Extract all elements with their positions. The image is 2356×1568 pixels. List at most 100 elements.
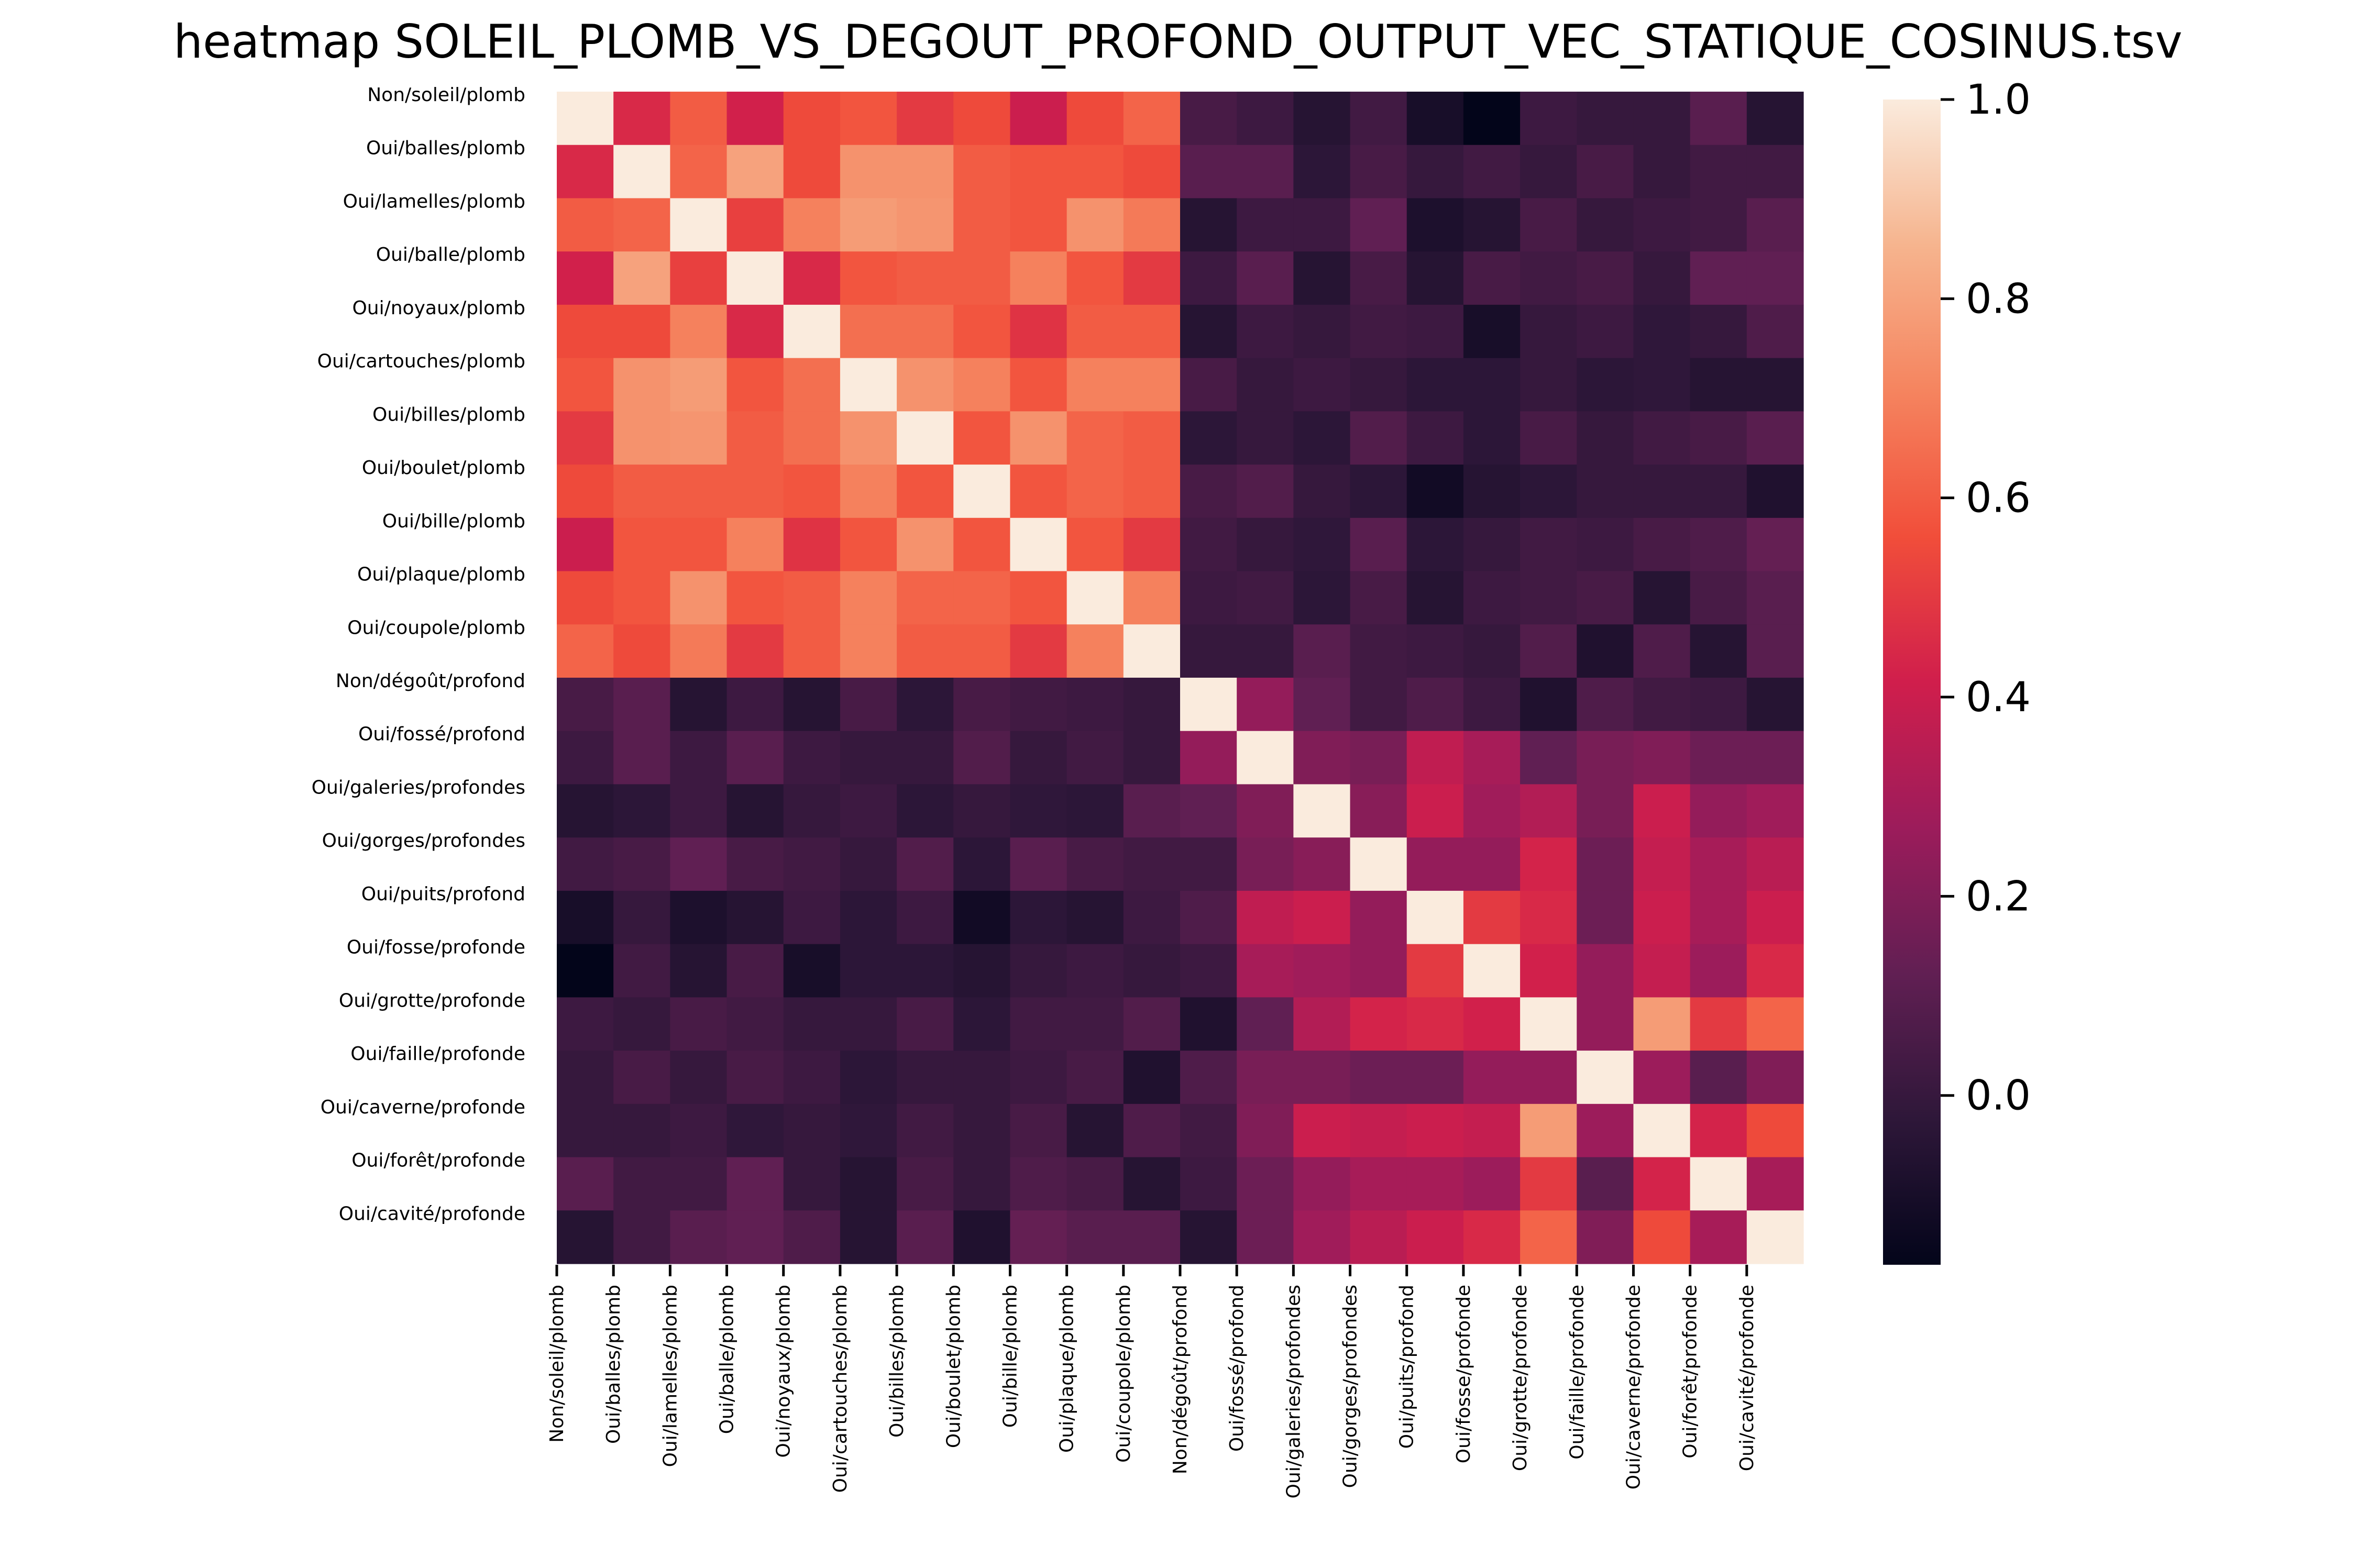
heatmap-cell bbox=[840, 145, 897, 199]
heatmap-cell bbox=[1406, 1103, 1464, 1158]
heatmap-cell bbox=[1577, 198, 1634, 252]
heatmap-cell bbox=[670, 251, 728, 305]
heatmap-cell bbox=[1633, 571, 1691, 625]
heatmap-cell bbox=[1237, 145, 1294, 199]
heatmap-cell bbox=[1520, 784, 1577, 838]
heatmap-cell bbox=[1066, 198, 1124, 252]
heatmap-cell bbox=[1066, 571, 1124, 625]
heatmap-cell bbox=[783, 145, 841, 199]
heatmap-cell bbox=[726, 517, 784, 572]
heatmap-cell bbox=[1577, 358, 1634, 412]
heatmap-cell bbox=[1123, 944, 1181, 998]
heatmap-cell bbox=[1293, 1103, 1351, 1158]
heatmap-cell bbox=[1463, 1051, 1521, 1105]
heatmap-cell bbox=[783, 1210, 841, 1264]
heatmap-cell bbox=[1066, 145, 1124, 199]
heatmap-cell bbox=[1010, 358, 1067, 412]
x-tick-label: Non/soleil/plomb bbox=[546, 1285, 568, 1443]
heatmap-cell bbox=[1350, 145, 1407, 199]
heatmap-cell bbox=[1463, 837, 1521, 891]
heatmap-cell bbox=[1690, 198, 1747, 252]
heatmap-cell bbox=[613, 571, 670, 625]
heatmap-cell bbox=[1463, 944, 1521, 998]
heatmap-cell bbox=[1180, 624, 1237, 678]
heatmap-cell bbox=[897, 944, 954, 998]
heatmap-cell bbox=[1123, 1103, 1181, 1158]
heatmap-cell bbox=[613, 997, 670, 1051]
heatmap-cell bbox=[840, 1210, 897, 1264]
heatmap-cell bbox=[1350, 1210, 1407, 1264]
x-tick-label: Oui/bille/plomb bbox=[1000, 1285, 1021, 1428]
heatmap-cell bbox=[1010, 251, 1067, 305]
heatmap-cell bbox=[1350, 731, 1407, 785]
heatmap-cell bbox=[1633, 358, 1691, 412]
heatmap-cell bbox=[783, 997, 841, 1051]
heatmap-cell bbox=[1463, 784, 1521, 838]
heatmap-cell bbox=[1350, 198, 1407, 252]
heatmap-cell bbox=[1350, 465, 1407, 518]
heatmap-cell bbox=[670, 1103, 728, 1158]
heatmap-cell bbox=[1180, 731, 1237, 785]
heatmap-cell bbox=[1066, 1157, 1124, 1211]
heatmap-cell bbox=[1350, 1103, 1407, 1158]
x-tick-label: Oui/billes/plomb bbox=[886, 1285, 908, 1438]
heatmap-cell bbox=[840, 944, 897, 998]
heatmap-cell bbox=[1066, 890, 1124, 945]
heatmap-cell bbox=[783, 837, 841, 891]
heatmap-cell bbox=[1293, 731, 1351, 785]
heatmap-cell bbox=[1520, 571, 1577, 625]
heatmap-cell bbox=[840, 997, 897, 1051]
heatmap-cell bbox=[953, 465, 1011, 518]
heatmap-cell bbox=[1577, 731, 1634, 785]
heatmap-cell bbox=[1237, 304, 1294, 359]
y-tick-label: Oui/forêt/profonde bbox=[351, 1150, 525, 1172]
x-tick-label: Oui/grotte/profonde bbox=[1510, 1285, 1531, 1471]
heatmap-cell bbox=[1463, 1157, 1521, 1211]
heatmap-cell bbox=[1746, 358, 1804, 412]
heatmap-cell bbox=[1406, 411, 1464, 465]
heatmap-cell bbox=[1066, 304, 1124, 359]
heatmap-cell bbox=[1463, 251, 1521, 305]
heatmap-cell bbox=[897, 571, 954, 625]
heatmap-cell bbox=[1010, 304, 1067, 359]
heatmap-cell bbox=[726, 1103, 784, 1158]
heatmap-cell bbox=[1520, 890, 1577, 945]
x-tick-label: Oui/fosse/profonde bbox=[1453, 1285, 1474, 1463]
heatmap-cell bbox=[1180, 1051, 1237, 1105]
heatmap-cell bbox=[1633, 465, 1691, 518]
heatmap-cell bbox=[1066, 731, 1124, 785]
heatmap-cell bbox=[1746, 1210, 1804, 1264]
heatmap-cell bbox=[1293, 944, 1351, 998]
heatmap-cell bbox=[1350, 678, 1407, 732]
heatmap-cell bbox=[1293, 997, 1351, 1051]
heatmap-cell bbox=[1066, 1051, 1124, 1105]
heatmap-cell bbox=[1520, 624, 1577, 678]
heatmap-cell bbox=[1123, 465, 1181, 518]
x-tick-label: Oui/forêt/profonde bbox=[1680, 1285, 1701, 1459]
heatmap-cell bbox=[1237, 997, 1294, 1051]
heatmap-cell bbox=[613, 358, 670, 412]
heatmap-cell bbox=[613, 944, 670, 998]
heatmap-cell bbox=[1237, 890, 1294, 945]
heatmap-cell bbox=[1350, 517, 1407, 572]
heatmap-cell bbox=[1746, 411, 1804, 465]
heatmap-cell bbox=[1180, 145, 1237, 199]
heatmap-cell bbox=[1406, 1157, 1464, 1211]
heatmap-cell bbox=[1746, 92, 1804, 146]
heatmap-cell bbox=[670, 517, 728, 572]
heatmap-cell bbox=[783, 251, 841, 305]
heatmap-cell bbox=[557, 358, 614, 412]
heatmap-cell bbox=[726, 251, 784, 305]
heatmap-cell bbox=[1690, 145, 1747, 199]
heatmap-cell bbox=[1633, 251, 1691, 305]
colorbar-gradient bbox=[1883, 100, 1941, 1265]
heatmap-cell bbox=[1746, 784, 1804, 838]
heatmap-cell bbox=[1577, 1051, 1634, 1105]
heatmap-cell bbox=[1123, 571, 1181, 625]
heatmap-cell bbox=[1180, 465, 1237, 518]
heatmap-cell bbox=[783, 731, 841, 785]
heatmap-cell bbox=[1520, 411, 1577, 465]
heatmap-cell bbox=[557, 1210, 614, 1264]
heatmap-cell bbox=[1746, 678, 1804, 732]
heatmap-cell bbox=[726, 411, 784, 465]
